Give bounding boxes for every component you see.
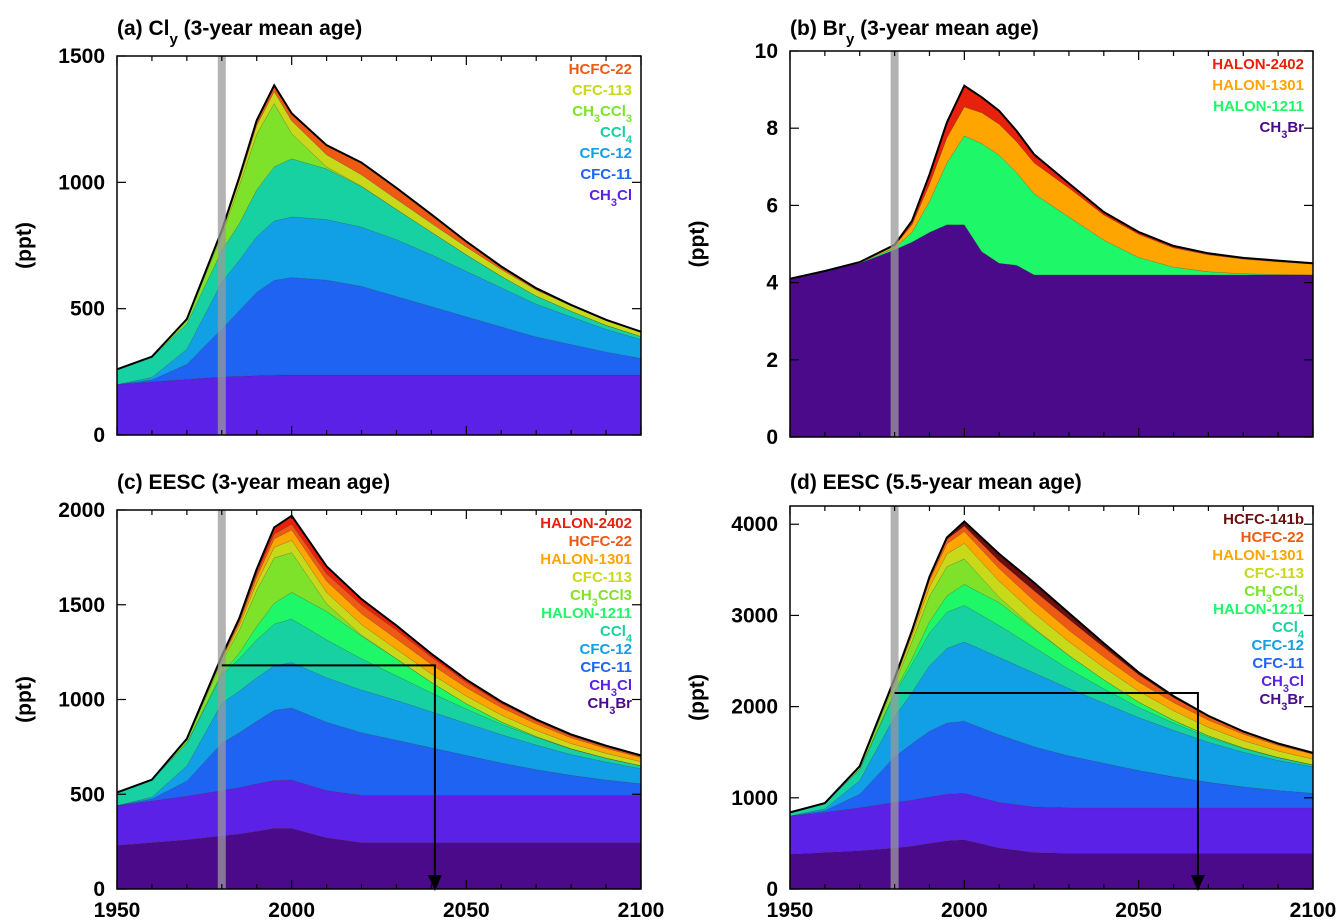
- y-axis-label: (ppt): [13, 676, 36, 723]
- legend-entry-CH3Cl: CH3Cl: [1261, 673, 1304, 695]
- legend-entry-HALON-1211: HALON-1211: [541, 605, 632, 622]
- legend-entry-HALON-1301: HALON-1301: [1212, 547, 1304, 564]
- legend-entry-HALON-2402: HALON-2402: [1212, 56, 1304, 73]
- legend-entry-CCl4: CCl4: [1272, 619, 1305, 641]
- legend-entry-HCFC-22: HCFC-22: [1241, 529, 1304, 546]
- x-tick-label: 2050: [1115, 899, 1162, 922]
- y-tick-label: 6: [766, 194, 778, 217]
- legend-entry-CH3Br: CH3Br: [1260, 119, 1305, 141]
- legend-entry-HCFC-141b: HCFC-141b: [1223, 511, 1304, 528]
- legend-entry-CFC-113: CFC-113: [572, 569, 632, 586]
- legend-entry-CH3CCl3: CH3CCl3: [570, 587, 632, 609]
- legend-entry-CFC-12: CFC-12: [579, 145, 632, 162]
- panel-title: (b) Bry (3-year mean age): [790, 17, 1039, 48]
- legend-entry-CCl4: CCl4: [600, 124, 633, 146]
- total-line: [789, 520, 1314, 814]
- x-tick-label: 1950: [94, 899, 141, 922]
- recovery-arrow: [1190, 875, 1205, 891]
- year-marker-band: [890, 51, 899, 437]
- legend-entry-CFC-12: CFC-12: [1251, 637, 1304, 654]
- total-line: [116, 514, 642, 794]
- legend-entry-CH3CCl3: CH3CCl3: [572, 103, 632, 125]
- plot-frame: [116, 55, 642, 436]
- panel-c: 1950 2000 2050 2100 0 500 1000 1500 2000 (ppt) (c)…: [13, 471, 664, 922]
- legend-entry-HALON-1211: HALON-1211: [1213, 98, 1304, 115]
- x-tick-label: 2050: [443, 899, 490, 922]
- y-tick-label: 1000: [58, 171, 105, 194]
- legend-entry-HCFC-22: HCFC-22: [569, 61, 632, 78]
- y-tick-label: 500: [70, 783, 105, 806]
- total-line: [116, 83, 642, 371]
- y-tick-label: 1500: [58, 45, 105, 68]
- panel-d: 1950 2000 2050 2100 0 1000 2000 3000 4000 (ppt) (d…: [686, 471, 1336, 922]
- legend-entry-HALON-1301: HALON-1301: [1212, 77, 1304, 94]
- y-tick-label: 8: [766, 117, 778, 140]
- panel-title: (c) EESC (3-year mean age): [117, 471, 390, 494]
- panel-b: 0 2 4 6 8 10 (ppt) (b) Bry (3-year mean age) HAL…: [686, 17, 1314, 449]
- y-axis-label: (ppt): [13, 222, 36, 269]
- legend-entry-CH3Br: CH3Br: [588, 695, 633, 717]
- legend-entry-CFC-11: CFC-11: [580, 166, 632, 183]
- y-tick-label: 2: [766, 349, 778, 372]
- y-tick-label: 0: [766, 878, 778, 901]
- area-CH3Cl: [116, 374, 642, 436]
- x-tick-label: 2000: [941, 899, 988, 922]
- y-tick-label: 1000: [731, 787, 778, 810]
- y-tick-label: 500: [70, 298, 105, 321]
- panel-a: 0 500 1000 1500 (ppt) (a) Cly (3-year mean ag…: [13, 17, 642, 447]
- legend-entry-HALON-1211: HALON-1211: [1213, 601, 1304, 618]
- legend-entry-CFC-12: CFC-12: [579, 641, 632, 658]
- recovery-arrow: [427, 875, 442, 891]
- y-axis-label: (ppt): [686, 221, 709, 268]
- legend-entry-CH3Cl: CH3Cl: [589, 187, 632, 209]
- x-tick-label: 2100: [618, 899, 665, 922]
- panel-title: (d) EESC (5.5-year mean age): [790, 471, 1082, 494]
- plot-frame: [789, 505, 1314, 890]
- y-tick-label: 1000: [58, 689, 105, 712]
- y-tick-label: 2000: [731, 696, 778, 719]
- y-tick-label: 1500: [58, 594, 105, 617]
- x-tick-label: 1950: [767, 899, 814, 922]
- legend-entry-HALON-1301: HALON-1301: [540, 551, 632, 568]
- legend-entry-CFC-11: CFC-11: [1252, 655, 1304, 672]
- y-tick-label: 10: [755, 40, 778, 63]
- x-tick-label: 2000: [268, 899, 315, 922]
- recovery-line: [221, 664, 436, 879]
- legend-entry-CH3Cl: CH3Cl: [589, 677, 632, 699]
- year-marker-band: [890, 506, 899, 889]
- y-tick-label: 0: [766, 426, 778, 449]
- legend-entry-CH3CCl3: CH3CCl3: [1244, 583, 1304, 605]
- legend-entry-CFC-11: CFC-11: [580, 659, 632, 676]
- legend-entry-HCFC-22: HCFC-22: [569, 533, 632, 550]
- year-marker-band: [217, 56, 226, 435]
- legend-entry-CCl4: CCl4: [600, 623, 633, 645]
- legend-entry-HALON-2402: HALON-2402: [540, 515, 632, 532]
- legend-entry-CH3Br: CH3Br: [1260, 691, 1305, 713]
- y-tick-label: 2000: [58, 499, 105, 522]
- y-tick-label: 4000: [731, 513, 778, 536]
- y-tick-label: 0: [93, 424, 105, 447]
- recovery-line: [894, 691, 1199, 879]
- panel-title: (a) Cly (3-year mean age): [117, 17, 362, 48]
- y-axis-label: (ppt): [686, 674, 709, 721]
- x-tick-label: 2100: [1290, 899, 1337, 922]
- legend-entry-CFC-113: CFC-113: [1244, 565, 1304, 582]
- year-marker-band: [217, 510, 226, 889]
- y-tick-label: 0: [93, 878, 105, 901]
- plot-frame: [789, 50, 1314, 438]
- y-tick-label: 4: [766, 272, 778, 295]
- y-tick-label: 3000: [731, 604, 778, 627]
- legend-entry-CFC-113: CFC-113: [572, 82, 632, 99]
